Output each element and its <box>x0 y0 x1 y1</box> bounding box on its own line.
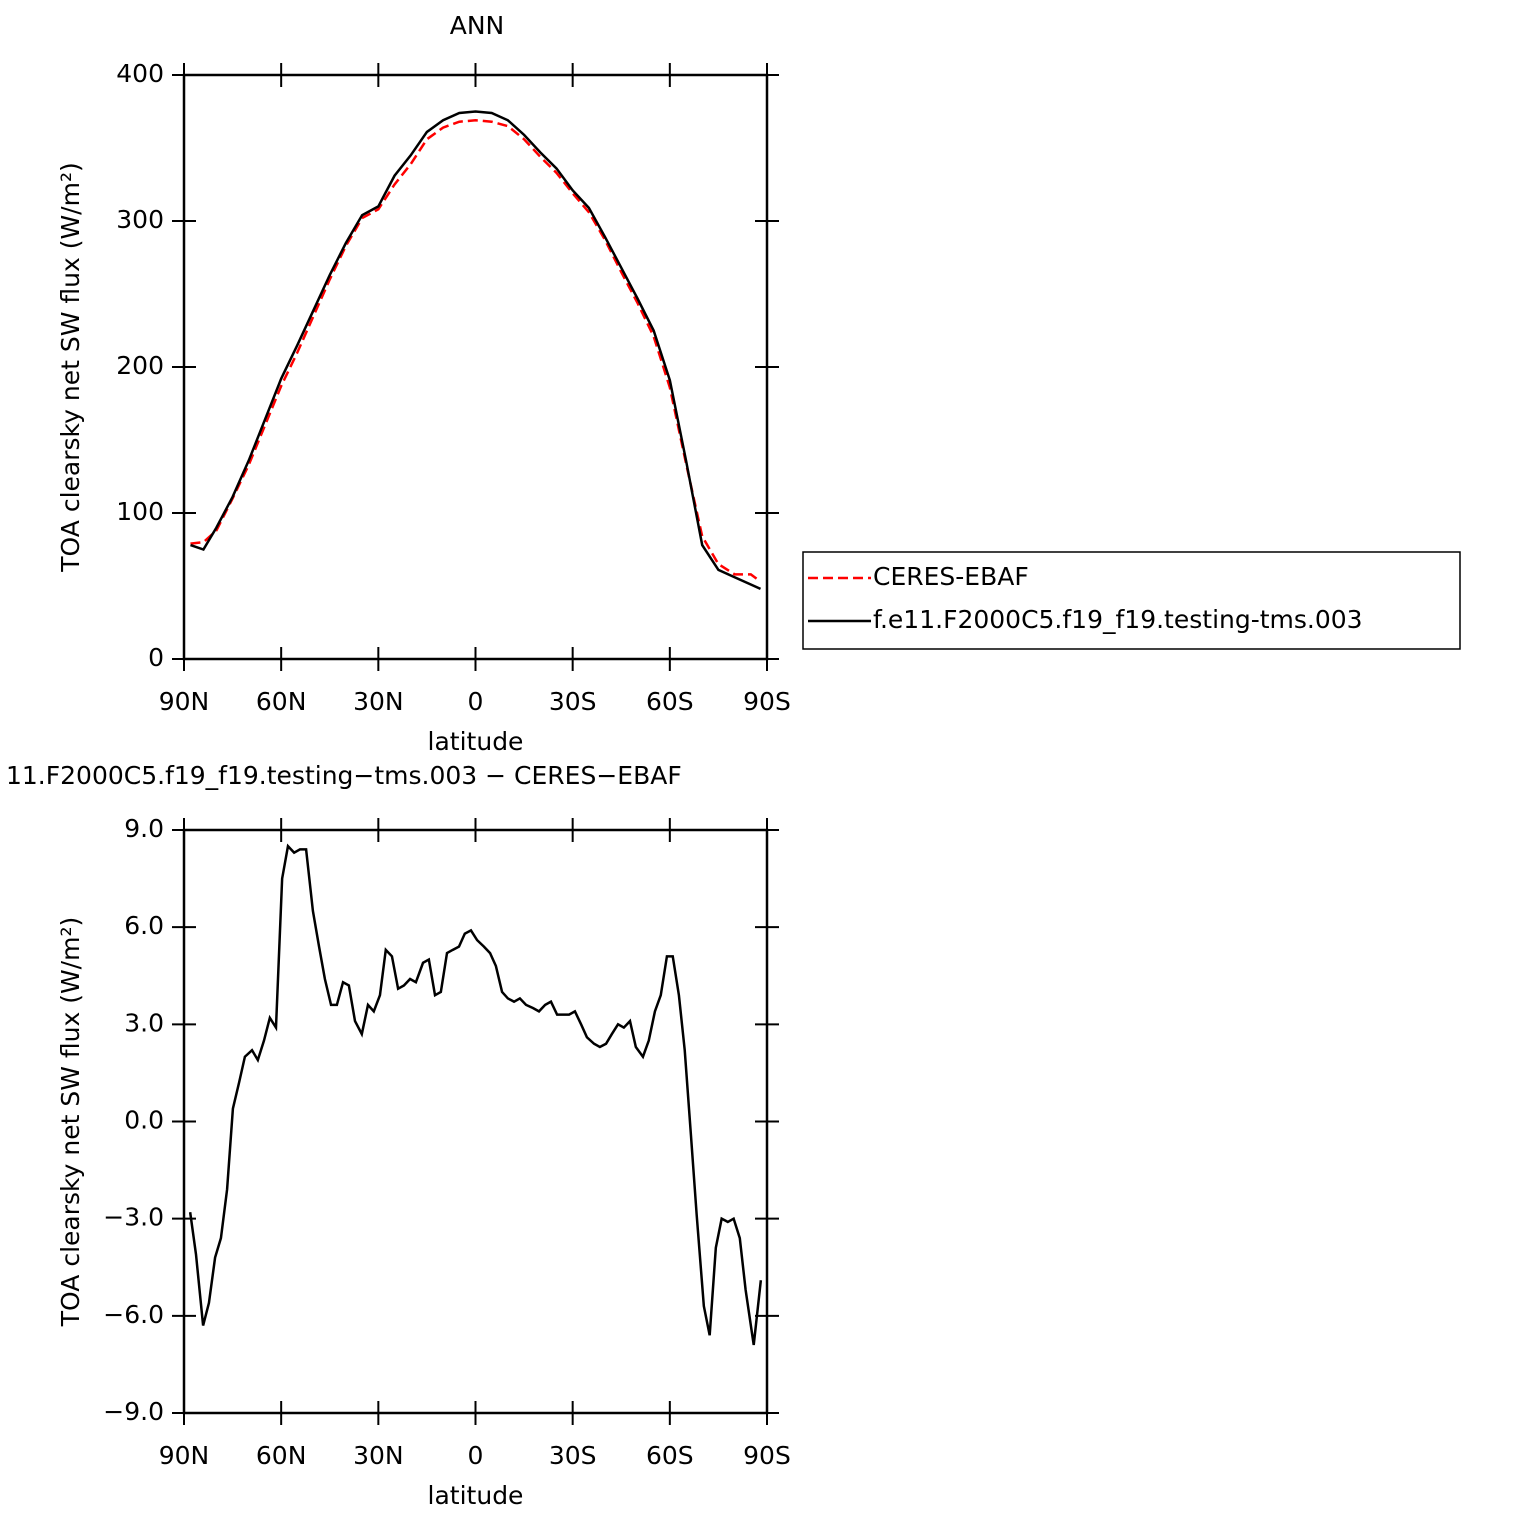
legend-label: CERES-EBAF <box>873 562 1029 591</box>
y-tick-label: 300 <box>116 205 164 234</box>
data-line <box>190 119 762 583</box>
x-tick-label: 0 <box>468 1441 484 1470</box>
y-tick-label: 200 <box>116 351 164 380</box>
x-tick-label: 60S <box>646 687 694 716</box>
x-tick-label: 30S <box>549 1441 597 1470</box>
x-tick-label: 90S <box>743 687 791 716</box>
x-axis-label: latitude <box>428 727 524 756</box>
y-axis-label: TOA clearsky net SW flux (W/m²) <box>56 162 85 572</box>
legend-label: f.e11.F2000C5.f19_f19.testing-tms.003 <box>873 605 1363 634</box>
x-tick-label: 90N <box>159 1441 210 1470</box>
x-tick-label: 30S <box>549 687 597 716</box>
y-tick-label: 3.0 <box>124 1008 164 1037</box>
y-tick-label: −6.0 <box>103 1300 164 1329</box>
y-tick-label: 9.0 <box>124 814 164 843</box>
y-tick-label: 400 <box>116 59 164 88</box>
y-tick-label: 0 <box>148 643 164 672</box>
chart-title: 11.F2000C5.f19_f19.testing−tms.003 − CER… <box>6 761 682 790</box>
x-tick-label: 60N <box>256 687 307 716</box>
y-tick-label: 6.0 <box>124 911 164 940</box>
x-tick-label: 0 <box>468 687 484 716</box>
plot-frame <box>182 73 769 661</box>
plot-frame <box>182 828 769 1415</box>
x-tick-label: 90N <box>159 687 210 716</box>
data-line <box>188 843 763 1346</box>
x-tick-label: 30N <box>353 687 404 716</box>
x-tick-label: 60S <box>646 1441 694 1470</box>
x-tick-label: 30N <box>353 1441 404 1470</box>
data-line <box>190 110 762 591</box>
y-tick-label: −3.0 <box>103 1203 164 1232</box>
x-tick-label: 60N <box>256 1441 307 1470</box>
legend-box <box>802 551 1461 650</box>
x-tick-label: 90S <box>743 1441 791 1470</box>
y-tick-label: 0.0 <box>124 1106 164 1135</box>
y-axis-label: TOA clearsky net SW flux (W/m²) <box>56 917 85 1327</box>
y-tick-label: −9.0 <box>103 1397 164 1426</box>
chart-title: ANN <box>450 11 505 40</box>
y-tick-label: 100 <box>116 497 164 526</box>
x-axis-label: latitude <box>428 1481 524 1510</box>
